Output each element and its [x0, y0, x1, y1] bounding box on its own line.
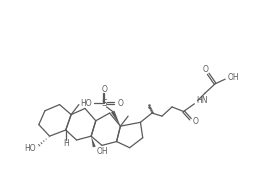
Polygon shape: [111, 111, 120, 126]
Polygon shape: [91, 136, 96, 147]
Text: O: O: [117, 99, 123, 107]
Text: HO: HO: [80, 99, 92, 107]
Text: OH: OH: [227, 73, 239, 82]
Text: O: O: [203, 65, 209, 74]
Text: HN: HN: [196, 96, 207, 105]
Text: OH: OH: [97, 147, 108, 156]
Text: S: S: [101, 99, 107, 107]
Text: O: O: [193, 117, 199, 126]
Text: O: O: [101, 85, 107, 95]
Text: H: H: [63, 139, 69, 148]
Text: HO: HO: [24, 144, 36, 153]
